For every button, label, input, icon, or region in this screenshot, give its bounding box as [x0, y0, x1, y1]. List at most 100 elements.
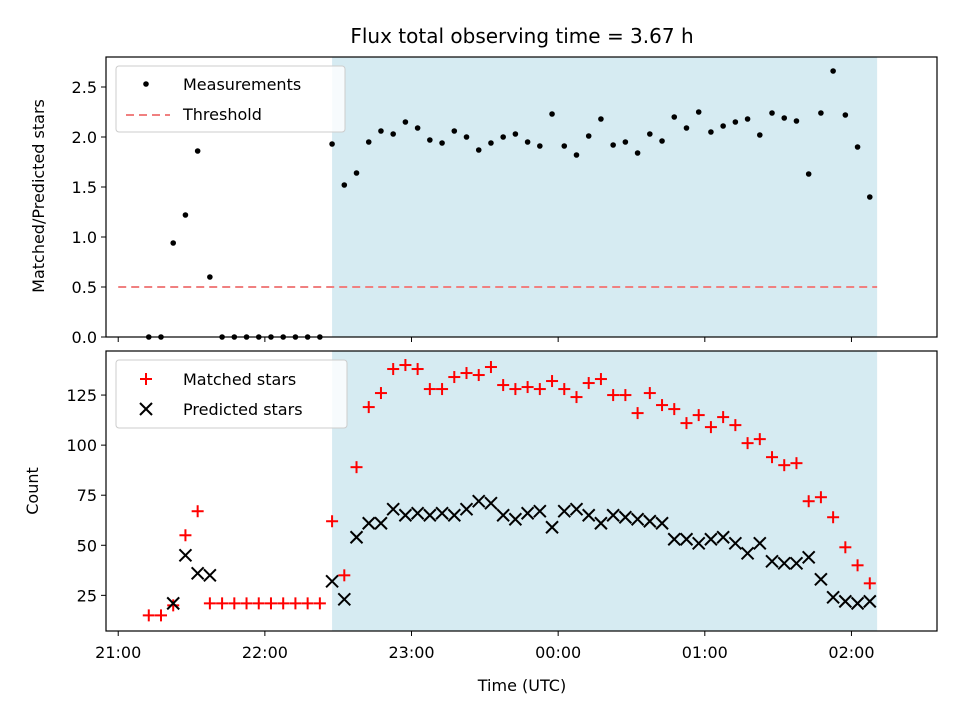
legend-measurements-label: Measurements	[183, 75, 301, 94]
predicted-star-point	[789, 556, 804, 571]
top-frame	[105, 56, 938, 338]
measurement-point	[757, 132, 763, 138]
predicted-star-point	[594, 516, 608, 530]
legend-threshold-label: Threshold	[182, 105, 262, 124]
predicted-star-point	[374, 516, 388, 530]
measurement-point	[488, 140, 494, 146]
predicted-star-point	[838, 594, 853, 609]
matched-star-point	[301, 597, 314, 610]
predicted-star-point	[410, 506, 425, 520]
legend-measurement-marker	[143, 81, 149, 87]
top-legend: Measurements Threshold	[115, 65, 346, 133]
measurement-points	[145, 68, 873, 340]
measurement-point	[402, 119, 409, 125]
top-observing-span	[332, 57, 878, 337]
top-legend-box	[115, 65, 346, 133]
predicted-star-point	[362, 516, 376, 530]
x-tick-label: 21:00	[95, 643, 141, 662]
matched-star-point	[448, 371, 461, 384]
bottom-panel: 25 50 75 100 125 21:00 22:00 23:00 00:00 01:00 02…	[23, 350, 938, 695]
measurement-point	[573, 152, 580, 158]
measurement-point	[622, 139, 629, 145]
matched-star-point	[827, 511, 840, 524]
top-panel: 0.0 0.5 1.0 1.5 2.0 2.5 Matched/Predicted sta…	[29, 56, 938, 347]
predicted-star-point	[533, 504, 547, 518]
measurement-point	[353, 170, 360, 176]
measurement-point	[683, 125, 690, 131]
predicted-star-point	[557, 504, 571, 518]
legend-matched-marker	[140, 373, 152, 385]
predicted-star-point	[423, 508, 437, 522]
measurement-point	[585, 133, 592, 139]
y-tick-label: 125	[66, 386, 97, 405]
predicted-star-point	[325, 574, 339, 589]
matched-star-point	[631, 407, 644, 420]
matched-star-point	[692, 409, 705, 422]
predicted-star-point	[459, 502, 474, 516]
predicted-star-point	[801, 550, 816, 565]
measurement-point	[830, 68, 836, 74]
predicted-star-point	[398, 508, 413, 522]
matched-star-point	[558, 383, 571, 396]
matched-star-point	[778, 459, 791, 472]
bottom-legend-box	[115, 359, 348, 429]
matched-star-point	[228, 597, 241, 610]
matched-star-point	[704, 421, 717, 434]
matched-star-point	[203, 597, 216, 610]
matched-star-point	[766, 451, 779, 464]
matched-star-point	[546, 375, 559, 388]
measurement-point	[365, 139, 372, 145]
predicted-star-point	[386, 502, 400, 516]
predicted-star-point	[630, 512, 645, 526]
matched-star-point	[741, 437, 754, 450]
predicted-star-point	[508, 512, 523, 526]
matched-star-point	[289, 597, 302, 610]
top-y-label: Matched/Predicted stars	[29, 99, 48, 293]
measurement-point	[744, 116, 751, 122]
x-tick-label: 02:00	[828, 643, 874, 662]
matched-star-point	[179, 529, 192, 542]
matched-star-point	[582, 377, 595, 390]
y-tick-label: 0.5	[72, 278, 97, 297]
measurement-point	[390, 131, 396, 137]
measurement-point	[671, 114, 678, 120]
predicted-star-point	[679, 532, 694, 546]
measurement-point	[512, 131, 519, 137]
predicted-star-point	[863, 594, 877, 609]
matched-star-point	[399, 359, 412, 372]
predicted-star-point	[643, 514, 657, 528]
predicted-star-point	[655, 516, 669, 530]
matched-star-point	[509, 383, 522, 396]
bottom-y-label: Count	[23, 467, 42, 515]
measurement-point	[182, 212, 189, 218]
legend-predicted-label: Predicted stars	[183, 400, 303, 419]
matched-star-point	[729, 419, 742, 432]
matched-star-point	[374, 387, 387, 400]
x-axis-label: Time (UTC)	[477, 676, 566, 695]
matched-star-point	[167, 599, 180, 612]
predicted-star-point	[704, 532, 718, 546]
y-tick-label: 0.0	[72, 328, 97, 347]
matched-star-point	[802, 495, 815, 508]
matched-star-point	[594, 373, 607, 386]
measurement-point	[769, 110, 775, 116]
count-points	[142, 359, 877, 622]
y-tick-label: 1.0	[72, 228, 97, 247]
matched-star-point	[313, 597, 326, 610]
predicted-star-point	[850, 596, 865, 611]
measurement-point	[598, 116, 604, 122]
predicted-star-point	[826, 590, 840, 605]
matched-star-point	[350, 461, 363, 474]
measurement-point	[207, 274, 213, 280]
predicted-star-point	[740, 546, 755, 560]
measurement-point	[647, 131, 653, 137]
measurement-point	[378, 128, 384, 134]
matched-star-point	[521, 381, 534, 394]
measurement-point	[194, 148, 201, 154]
measurement-point	[610, 142, 616, 148]
matched-star-point	[668, 403, 681, 416]
measurement-point	[659, 138, 665, 144]
matched-star-point	[863, 577, 876, 590]
measurement-point	[866, 194, 873, 200]
measurement-point	[451, 128, 458, 134]
